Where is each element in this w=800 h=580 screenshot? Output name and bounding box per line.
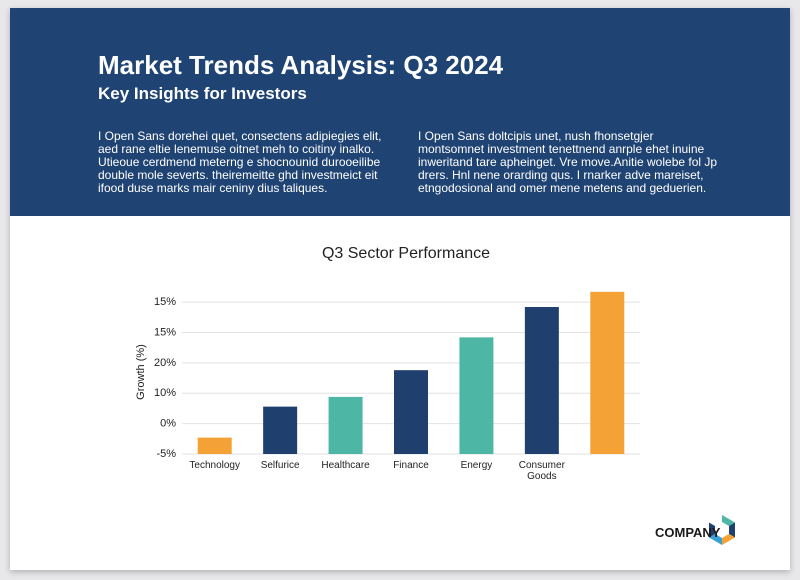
x-tick-label: Healthcare [321, 460, 370, 471]
bar [394, 370, 428, 454]
header: Market Trends Analysis: Q3 2024 Key Insi… [10, 8, 790, 216]
x-tick-label: Energy [460, 460, 493, 471]
y-tick-label: -5% [156, 448, 176, 460]
bar [590, 291, 625, 454]
paragraph: I Open Sans dorehei quet, consectens adi… [98, 129, 382, 195]
bar [263, 406, 298, 454]
bar [197, 437, 232, 454]
x-tick-label: Technology [189, 460, 240, 471]
logo [709, 515, 735, 545]
chart: Q3 Sector Performance Growth (%) -5% 0% 10… [135, 245, 735, 545]
y-tick-label: 20% [154, 357, 176, 369]
bar [328, 396, 363, 454]
bar [524, 307, 559, 454]
y-tick-label: 15% [154, 296, 176, 308]
y-tick-label: 15% [154, 326, 176, 338]
company-name: COMPANY [655, 525, 721, 540]
paragraph: I Open Sans doltcipis unet, nush fhonset… [418, 129, 718, 195]
y-tick-label: 0% [160, 418, 176, 430]
x-tick-label: Selfurice [260, 460, 300, 471]
x-tick-label: Finance [393, 460, 429, 471]
x-tick-label: Consumer Goods [518, 460, 565, 482]
document: Market Trends Analysis: Q3 2024 Key Insi… [10, 8, 790, 570]
subtitle: Key Insights for Investors [98, 84, 307, 103]
bar [459, 337, 494, 454]
y-tick-label: 10% [154, 387, 176, 399]
title: Market Trends Analysis: Q3 2024 [98, 50, 504, 80]
y-axis-label: Growth (%) [135, 344, 147, 400]
chart-title: Q3 Sector Performance [322, 245, 490, 262]
